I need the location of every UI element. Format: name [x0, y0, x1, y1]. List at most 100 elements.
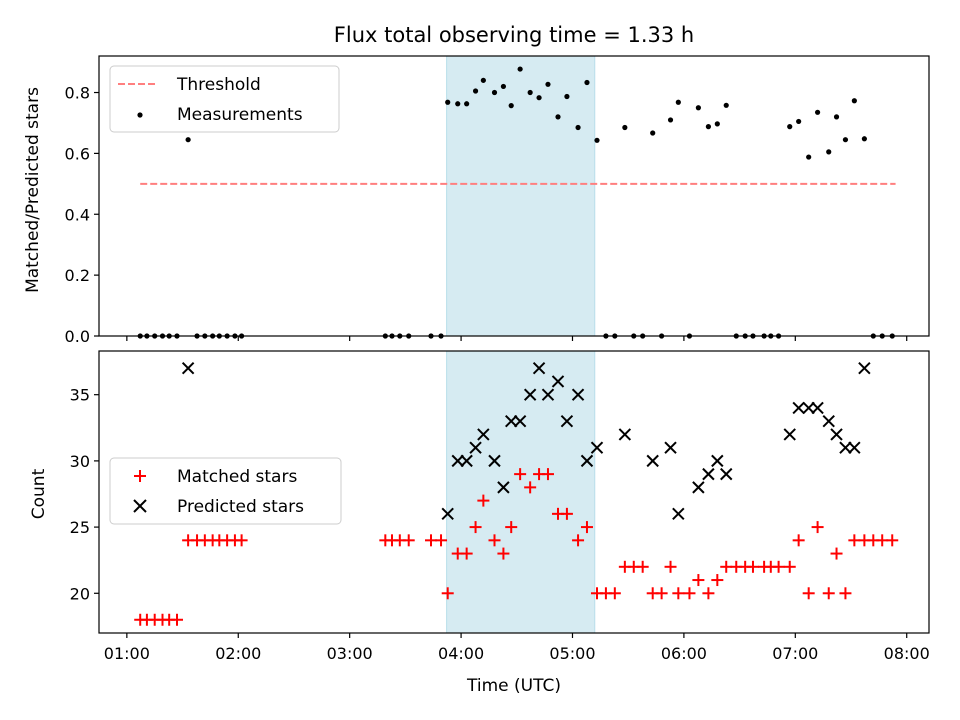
chart-title: Flux total observing time = 1.33 h: [334, 23, 694, 47]
top-y-tick-label: 0.8: [65, 84, 90, 103]
top-y-tick-label: 0.4: [65, 205, 90, 224]
top-x-axis-ticks: [126, 336, 908, 341]
highlight-span-rect: [446, 350, 596, 634]
measurement-point: [464, 101, 470, 107]
top-y-tick-label: 0.6: [65, 144, 90, 163]
top-y-axis-ticks: 0.0 0.2 0.4 0.6 0.8: [65, 84, 99, 346]
matched-star-point: [702, 587, 715, 600]
matched-star-point: [572, 534, 585, 547]
matched-star-point: [505, 521, 518, 534]
x-axis-label: Time (UTC): [466, 676, 561, 696]
measurement-point: [622, 124, 628, 131]
matched-star-point: [477, 494, 490, 507]
top-axes-frame: [98, 55, 930, 337]
x-tick-label: 01:00: [104, 644, 150, 663]
bottom-y-axis-label: Count: [29, 468, 49, 519]
measurement-point: [575, 124, 581, 131]
matched-star-point: [402, 534, 415, 547]
observing-window-highlight-bottom: [446, 350, 596, 634]
measurement-point: [185, 137, 191, 143]
measurement-point: [491, 89, 498, 96]
bottom-y-tick-label: 20: [70, 584, 90, 603]
measurement-point: [500, 83, 507, 90]
matched-star-point: [488, 534, 501, 547]
predicted-star-point: [560, 414, 574, 428]
predicted-star-point: [618, 428, 632, 441]
top-y-axis-label: Matched/Predicted stars: [23, 87, 43, 293]
matched-star-point: [460, 547, 473, 560]
matched-star-point: [608, 587, 621, 600]
matched-star-point: [746, 560, 759, 573]
predicted-star-point: [848, 441, 861, 454]
measurement-point: [814, 109, 821, 115]
x-tick-label: 02:00: [215, 644, 261, 663]
matched-star-point: [524, 481, 537, 494]
bottom-x-axis-ticks: 01:00 02:00 03:00 04:00 05:00 06:00 07:00 08:00: [104, 633, 930, 663]
x-tick-label: 07:00: [772, 644, 818, 663]
predicted-star-point: [523, 388, 537, 401]
measurement-point: [851, 98, 857, 104]
predicted-star-point: [664, 441, 677, 454]
measurement-point: [833, 114, 840, 120]
matched-star-point: [876, 534, 889, 547]
predicted-star-point: [460, 454, 473, 468]
predicted-star-point: [441, 507, 454, 521]
measurement-point: [695, 105, 701, 111]
legend-predicted-swatch: [133, 499, 147, 513]
matched-star-point: [170, 613, 183, 626]
legend-measurements-label: Measurements: [177, 105, 303, 125]
predicted-star-point: [839, 441, 852, 454]
matched-star-point: [783, 560, 796, 573]
x-tick-label: 05:00: [549, 644, 595, 663]
matched-star-point: [672, 587, 685, 600]
predicted-star-point: [811, 401, 824, 415]
matched-star-point: [792, 534, 805, 547]
predicted-star-point: [488, 454, 501, 468]
top-legend-box: [109, 65, 340, 133]
measurement-point: [445, 99, 451, 105]
measurement-point: [806, 154, 812, 160]
matched-star-point: [560, 507, 573, 520]
matched-star-point: [802, 587, 815, 600]
legend-threshold-label: Threshold: [176, 75, 261, 95]
highlight-span-rect: [446, 55, 596, 337]
matched-star-point: [692, 574, 705, 587]
measurement-point: [842, 137, 849, 143]
matched-star-point: [469, 521, 482, 534]
matched-star-point: [655, 587, 668, 600]
measurement-point: [472, 88, 479, 94]
top-y-tick-label: 0.2: [65, 266, 90, 285]
measurement-point: [584, 79, 590, 86]
matched-star-point: [497, 547, 510, 560]
predicted-star-point: [858, 362, 871, 375]
measurement-point: [564, 93, 570, 100]
matched-star-point: [711, 574, 724, 587]
measurement-point: [796, 118, 802, 125]
bottom-y-tick-label: 35: [70, 386, 90, 405]
bottom-y-tick-label: 25: [70, 518, 90, 537]
bottom-y-tick-label: 30: [70, 452, 90, 471]
measurement-point: [787, 124, 793, 130]
legend-measurements-swatch: [137, 112, 143, 118]
matched-star-point: [514, 468, 527, 481]
predicted-star-point: [720, 467, 733, 481]
matched-star-point: [580, 521, 593, 534]
predicted-star-point: [571, 388, 585, 401]
ratio-panel: 0.00.20.40.60.8 Matched/Predicted stars …: [23, 55, 930, 346]
matched-star-point: [886, 534, 899, 547]
bottom-y-axis-ticks: 20 25 30 35: [70, 386, 99, 603]
measurement-point: [650, 130, 656, 136]
measurement-point: [455, 101, 461, 107]
bottom-axes-frame: [98, 350, 930, 634]
matched-star-point: [441, 587, 454, 600]
matched-star-point: [683, 587, 696, 600]
predicted-star-point: [477, 428, 490, 441]
measurement-point: [667, 117, 674, 123]
matched-star-point: [830, 547, 843, 560]
matched-star-point: [664, 560, 677, 573]
measurement-point: [527, 89, 533, 96]
predicted-star-point: [513, 414, 527, 428]
observing-window-highlight-top: [446, 55, 596, 337]
predicted-star-point: [783, 428, 796, 441]
